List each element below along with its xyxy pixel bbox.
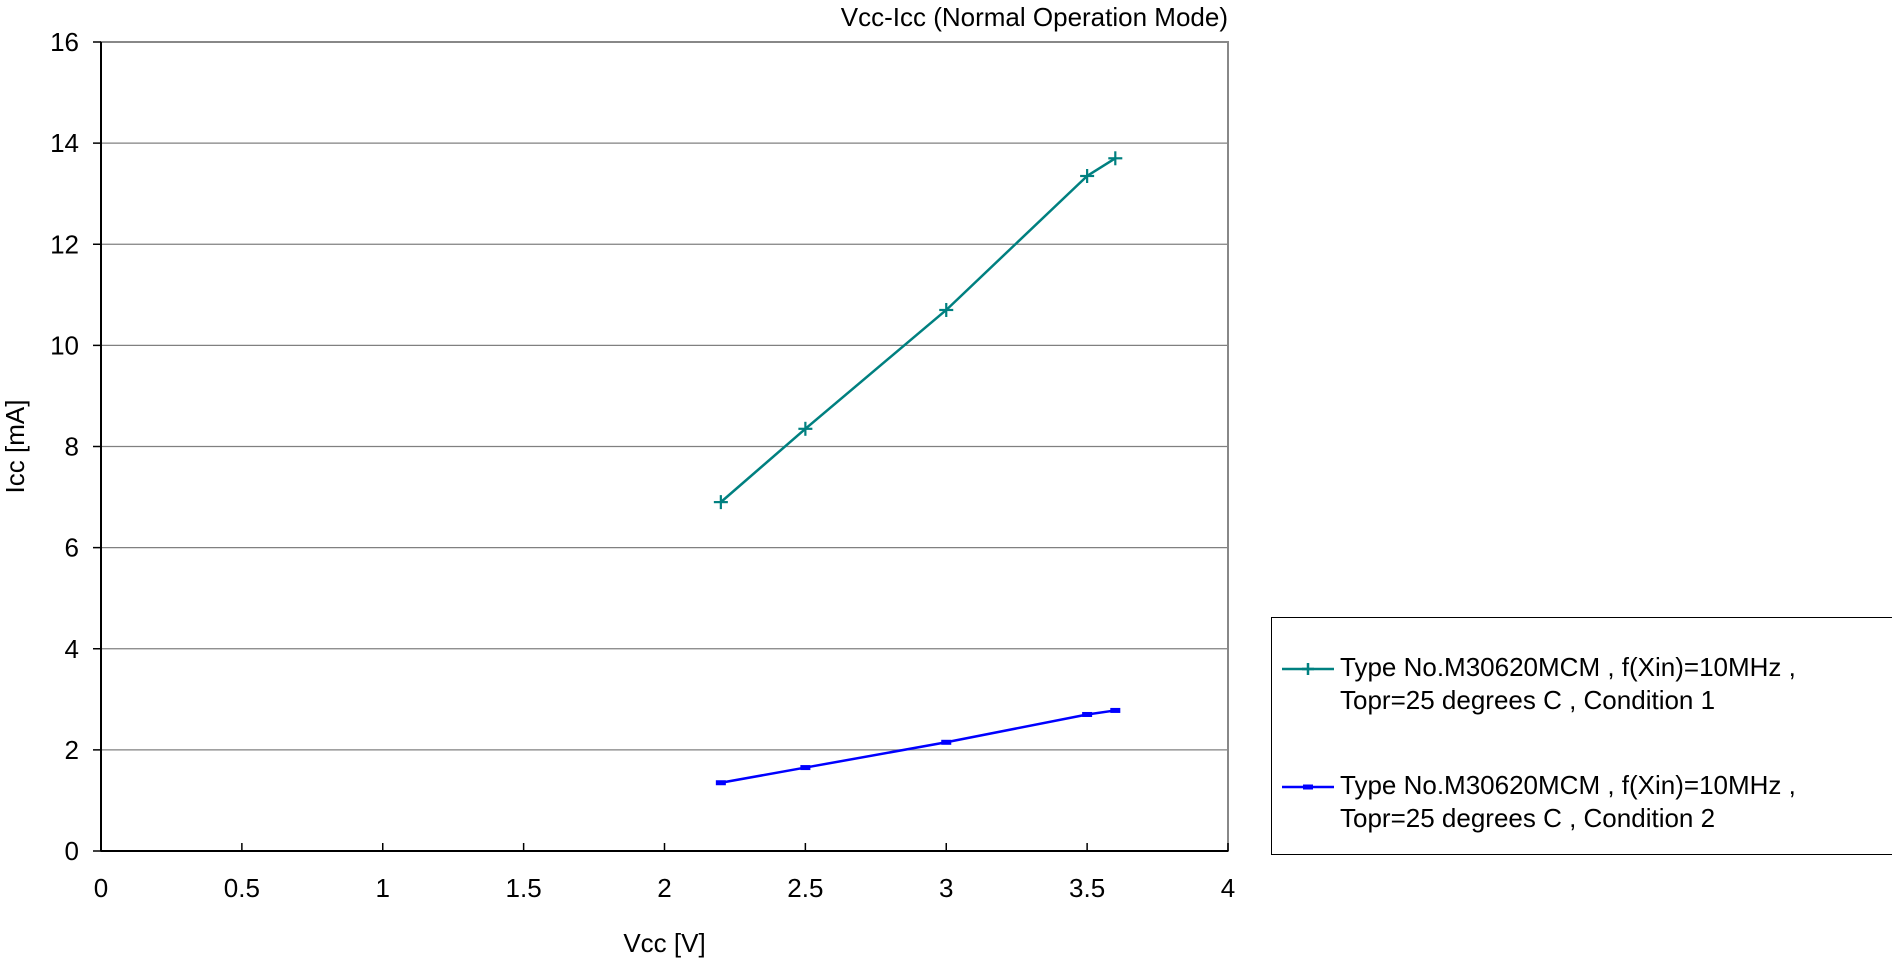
x-tick-label: 0.5	[224, 873, 260, 903]
y-tick-label: 0	[65, 836, 79, 866]
y-axis-title: Icc [mA]	[0, 400, 30, 494]
x-tick-label: 3.5	[1069, 873, 1105, 903]
y-tick-label: 10	[50, 330, 79, 360]
legend-item-condition-1: Type No.M30620MCM , f(Xin)=10MHz , Topr=…	[1282, 651, 1892, 717]
data-point-plus-marker	[1108, 151, 1123, 166]
x-tick-label: 4	[1221, 873, 1235, 903]
series-2	[715, 707, 1121, 786]
x-axis-title: Vcc [V]	[623, 928, 705, 958]
y-tick-label: 8	[65, 432, 79, 462]
data-point-dash-marker	[1082, 711, 1093, 717]
legend-swatch-teal-plus-icon	[1282, 663, 1334, 675]
x-tick-label: 2.5	[787, 873, 823, 903]
chart-title: Vcc-Icc (Normal Operation Mode)	[841, 2, 1228, 32]
y-tick-label: 12	[50, 229, 79, 259]
y-tick-label: 16	[50, 27, 79, 57]
data-point-plus-marker	[713, 495, 728, 510]
series-group	[713, 151, 1123, 786]
data-point-plus-marker	[798, 421, 813, 436]
y-tick-label: 4	[65, 634, 79, 664]
data-point-dash-marker	[941, 739, 952, 745]
x-tick-label: 1.5	[506, 873, 542, 903]
y-tick-label: 14	[50, 128, 79, 158]
legend: Type No.M30620MCM , f(Xin)=10MHz , Topr=…	[1271, 617, 1892, 855]
legend-item-2-line-1: Type No.M30620MCM , f(Xin)=10MHz ,	[1340, 770, 1796, 800]
data-point-plus-marker	[1080, 168, 1095, 183]
x-tick-label: 3	[939, 873, 953, 903]
series-2-line	[719, 709, 1117, 784]
series-1	[713, 151, 1123, 510]
legend-swatch-blue-dash-icon	[1282, 784, 1334, 790]
series-1-line	[719, 157, 1117, 504]
data-point-dash-marker	[715, 780, 726, 786]
data-point-plus-marker	[939, 302, 954, 317]
y-tick-label: 2	[65, 735, 79, 765]
legend-item-condition-2: Type No.M30620MCM , f(Xin)=10MHz , Topr=…	[1282, 769, 1892, 835]
y-tick-label: 6	[65, 533, 79, 563]
grid-lines	[101, 142, 1228, 751]
x-tick-label: 1	[376, 873, 390, 903]
data-point-dash-marker	[1110, 707, 1121, 713]
x-tick-label: 2	[657, 873, 671, 903]
legend-item-2-line-2: Topr=25 degrees C , Condition 2	[1340, 803, 1716, 833]
legend-item-1-line-1: Type No.M30620MCM , f(Xin)=10MHz ,	[1340, 652, 1796, 682]
axes: 0 2 4 6 8 10 12 14 16 0 0.5 1 1.5 2 2.5 3 3.5 4	[50, 27, 1235, 903]
data-point-dash-marker	[800, 765, 811, 771]
x-tick-label: 0	[94, 873, 108, 903]
legend-item-1-line-2: Topr=25 degrees C , Condition 1	[1340, 685, 1716, 715]
